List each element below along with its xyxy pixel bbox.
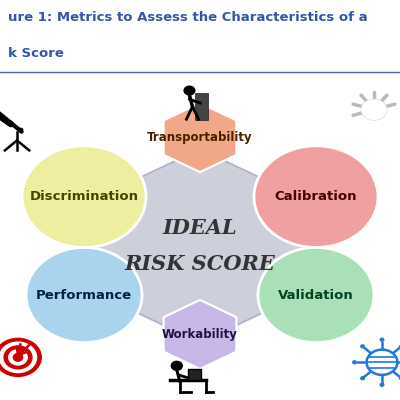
FancyBboxPatch shape (188, 369, 201, 380)
Circle shape (171, 361, 182, 370)
Circle shape (258, 248, 374, 342)
Text: Performance: Performance (36, 288, 132, 302)
Text: Transportability: Transportability (147, 131, 253, 144)
Circle shape (0, 342, 36, 372)
Text: ure 1: Metrics to Assess the Characteristics of a: ure 1: Metrics to Assess the Characteris… (8, 11, 368, 24)
Polygon shape (164, 103, 236, 172)
Circle shape (361, 377, 364, 380)
Circle shape (0, 338, 41, 376)
Circle shape (380, 338, 384, 341)
Circle shape (380, 383, 384, 386)
Text: Validation: Validation (278, 288, 354, 302)
Circle shape (19, 128, 23, 131)
Text: RISK SCORE: RISK SCORE (125, 254, 275, 274)
Circle shape (361, 99, 387, 120)
Text: Workability: Workability (162, 328, 238, 341)
Circle shape (13, 354, 23, 361)
Circle shape (22, 146, 146, 248)
Circle shape (353, 361, 356, 364)
FancyBboxPatch shape (195, 93, 208, 120)
Circle shape (26, 248, 142, 342)
Polygon shape (164, 300, 236, 369)
Circle shape (4, 346, 32, 369)
Circle shape (361, 345, 364, 348)
Text: IDEAL: IDEAL (163, 218, 237, 238)
Text: Discrimination: Discrimination (30, 190, 138, 203)
Polygon shape (98, 149, 302, 342)
Circle shape (9, 350, 27, 365)
Text: Calibration: Calibration (275, 190, 357, 203)
Text: k Score: k Score (8, 47, 64, 60)
Circle shape (254, 146, 378, 248)
Circle shape (184, 86, 195, 95)
